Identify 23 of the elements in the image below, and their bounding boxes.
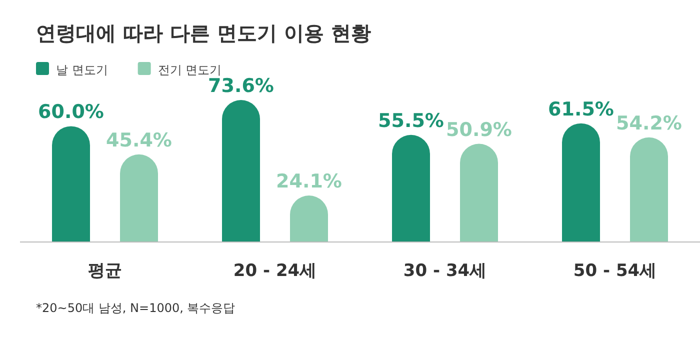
chart-title: 연령대에 따라 다른 면도기 이용 현황 bbox=[36, 21, 371, 45]
bar bbox=[392, 134, 430, 242]
text: *20~50대 남성, N=1000, 복수응답 bbox=[36, 301, 236, 315]
data-label: 50.9% bbox=[446, 118, 512, 141]
x-tick-label: 50 - 54세 bbox=[573, 261, 657, 281]
bar bbox=[460, 144, 498, 242]
data-label: 55.5% bbox=[378, 110, 444, 132]
data-label: 54.2% bbox=[616, 112, 682, 134]
bar bbox=[562, 123, 600, 242]
bar bbox=[222, 100, 260, 242]
legend-label: 날 면도기 bbox=[56, 63, 108, 77]
legend-label: 전기 면도기 bbox=[158, 63, 222, 77]
data-label: 61.5% bbox=[548, 98, 614, 120]
bar bbox=[120, 154, 158, 242]
data-label: 24.1% bbox=[276, 170, 342, 193]
bar bbox=[630, 137, 668, 242]
data-label: 73.6% bbox=[208, 75, 274, 97]
data-label: 60.0% bbox=[38, 101, 104, 124]
x-tick-label: 20 - 24세 bbox=[233, 261, 317, 281]
data-label: 45.4% bbox=[106, 129, 172, 152]
x-tick-label: 평균 bbox=[88, 261, 122, 281]
bar bbox=[52, 126, 90, 242]
x-tick-label: 30 - 34세 bbox=[403, 261, 487, 281]
